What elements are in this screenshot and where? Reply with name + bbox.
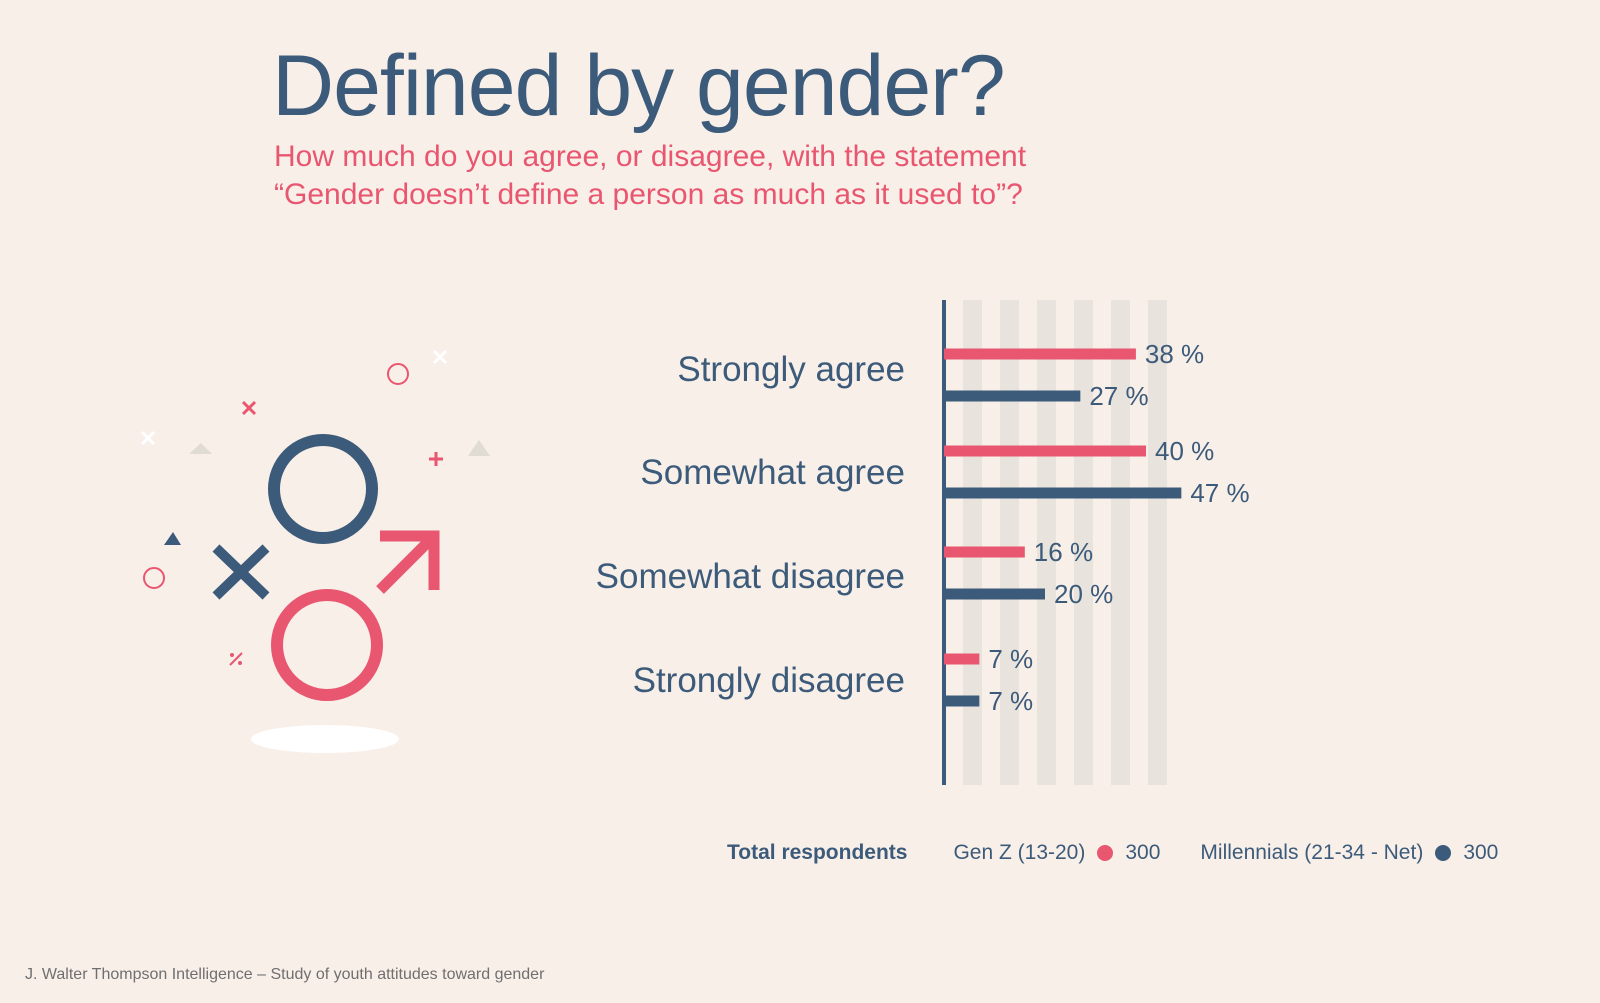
subtitle-line-2: “Gender doesn’t define a person as much … — [274, 178, 1023, 211]
bar-millennials — [944, 487, 1182, 499]
footer-source: J. Walter Thompson Intelligence – Study … — [25, 966, 545, 983]
grid-stripe — [1111, 300, 1130, 785]
data-label: 16 % — [1034, 537, 1093, 567]
data-label: 40 % — [1155, 436, 1214, 466]
bar-genz — [944, 348, 1136, 360]
data-label: 20 % — [1054, 579, 1113, 609]
legend-genz-count: 300 — [1125, 841, 1161, 864]
bar-millennials — [944, 695, 980, 707]
data-label: 7 % — [988, 686, 1033, 716]
grid-stripe — [1037, 300, 1056, 785]
grid-stripe — [1074, 300, 1093, 785]
page-title: Defined by gender? — [272, 38, 1006, 134]
category-label: Strongly disagree — [633, 661, 905, 700]
grid-stripe — [1148, 300, 1167, 785]
subtitle: How much do you agree, or disagree, with… — [274, 138, 1094, 214]
legend-millennials-name: Millennials (21-34 - Net) — [1200, 841, 1424, 864]
bar-millennials — [944, 390, 1081, 402]
data-label: 27 % — [1089, 381, 1148, 411]
category-label: Somewhat agree — [640, 453, 905, 492]
legend-millennials-dot — [1435, 845, 1452, 861]
data-label: 47 % — [1190, 478, 1249, 508]
subtitle-line-1: How much do you agree, or disagree, with… — [274, 140, 1027, 173]
bar-genz — [944, 546, 1025, 558]
category-label: Somewhat disagree — [596, 557, 905, 596]
legend-genz-dot — [1097, 845, 1114, 861]
legend-millennials-count: 300 — [1463, 841, 1499, 864]
bar-genz — [944, 653, 980, 665]
grid-stripe — [1000, 300, 1019, 785]
legend-item-millennials: Millennials (21-34 - Net) 300 — [1200, 841, 1498, 865]
bar-millennials — [944, 588, 1045, 600]
bar-genz — [944, 445, 1146, 457]
legend: Total respondents Gen Z (13-20) 300 Mill… — [727, 838, 1538, 868]
legend-item-genz: Gen Z (13-20) 300 — [953, 841, 1160, 865]
data-label: 38 % — [1145, 339, 1204, 369]
grid-stripe — [963, 300, 982, 785]
category-label: Strongly agree — [677, 350, 905, 389]
legend-genz-name: Gen Z (13-20) — [953, 841, 1086, 864]
legend-total-label: Total respondents — [727, 841, 908, 864]
data-label: 7 % — [988, 644, 1033, 674]
